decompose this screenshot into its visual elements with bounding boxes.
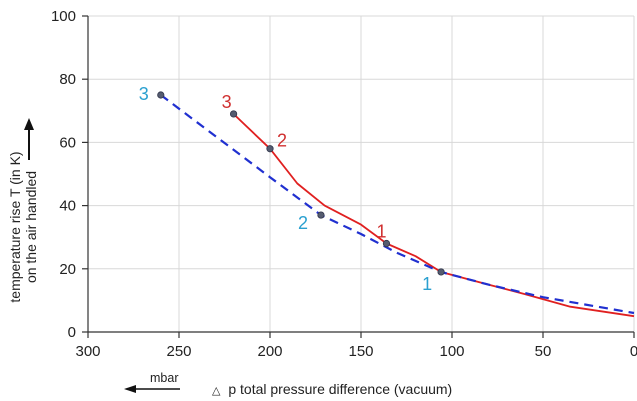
x-axis-unit: mbar (150, 371, 178, 385)
dashed-series-line (160, 94, 635, 315)
dashed-marker-3 (157, 91, 165, 99)
y-tick-label: 20 (59, 261, 76, 278)
x-axis-title-text: p total pressure difference (vacuum) (228, 381, 452, 397)
solid-marker-2 (266, 145, 274, 153)
y-tick-label: 40 (59, 198, 76, 215)
y-tick-label: 80 (59, 71, 76, 88)
solid-series-line (232, 113, 635, 318)
solid-point-label-2: 2 (277, 131, 287, 151)
point-labels: 1 2 3 1 2 3 (139, 84, 432, 294)
dashed-marker-2 (317, 211, 325, 219)
y-axis-title-line2: on the air handled (23, 171, 39, 283)
ticks: 300 250 200 150 100 50 0 0 20 40 60 80 100 (51, 8, 637, 360)
x-tick-label: 100 (439, 343, 464, 360)
dashed-point-label-2: 2 (298, 213, 308, 233)
x-tick-label: 50 (535, 343, 552, 360)
y-tick-label: 60 (59, 134, 76, 151)
y-axis-title-line1: temperature rise T (in K) (7, 151, 23, 302)
y-tick-label: 100 (51, 8, 76, 25)
x-axis-title: △ p total pressure difference (vacuum) (212, 381, 452, 397)
y-tick-label: 0 (68, 324, 76, 341)
series (157, 91, 635, 318)
x-tick-label: 150 (348, 343, 373, 360)
solid-point-label-1: 1 (376, 222, 386, 242)
x-axis-arrow (124, 385, 180, 393)
solid-marker-3 (230, 110, 238, 118)
delta-symbol: △ (212, 385, 221, 397)
y-axis-title: temperature rise T (in K) on the air han… (7, 151, 39, 302)
solid-marker-1 (382, 239, 391, 248)
dashed-marker-1 (437, 268, 445, 276)
y-axis-arrow (24, 118, 34, 160)
solid-point-label-3: 3 (222, 92, 232, 112)
x-tick-label: 300 (75, 343, 100, 360)
dashed-point-label-1: 1 (422, 274, 432, 294)
x-tick-label: 200 (257, 343, 282, 360)
grid (88, 15, 635, 332)
dashed-point-label-3: 3 (139, 84, 149, 104)
x-tick-label: 250 (166, 343, 191, 360)
x-tick-label: 0 (630, 343, 637, 360)
